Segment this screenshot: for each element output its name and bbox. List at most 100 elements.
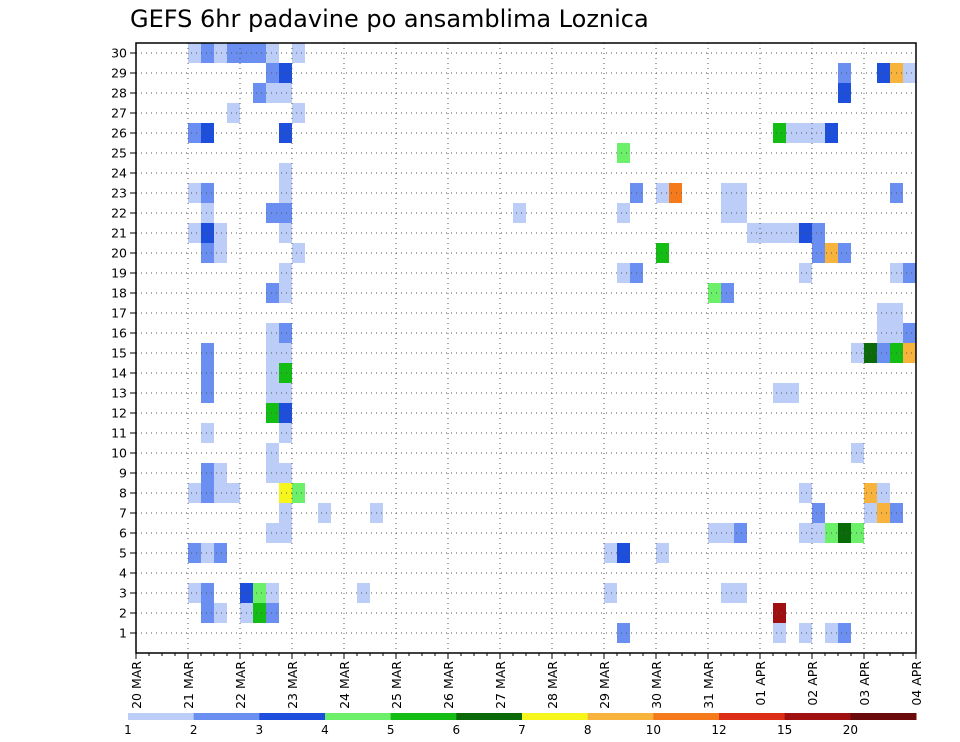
y-tick-label: 16 [111,326,127,341]
colorbar-swatch [193,713,260,720]
precip-cell [851,523,864,543]
precip-cell [279,483,292,503]
precip-cell [903,63,916,83]
precip-cell [266,363,279,383]
colorbar-swatch [456,713,523,720]
precip-cell [838,63,851,83]
colorbar-label: 1 [124,723,132,737]
precip-cell [734,183,747,203]
y-tick-label: 26 [111,126,127,141]
precip-cell [617,543,630,563]
precip-cell [734,583,747,603]
precip-cell [279,363,292,383]
precip-cell [617,203,630,223]
precip-cell [188,583,201,603]
precip-cell [604,583,617,603]
precip-cell [292,243,305,263]
precip-cell [721,523,734,543]
precip-cell [266,523,279,543]
precip-cell [604,543,617,563]
precip-cell [201,603,214,623]
precip-cell [799,123,812,143]
precip-cell [708,283,721,303]
precip-cell [877,343,890,363]
precip-cell [812,523,825,543]
precip-cell [656,243,669,263]
precip-cell [279,423,292,443]
y-tick-label: 17 [111,306,127,321]
y-tick-label: 21 [111,226,127,241]
precip-cell [279,503,292,523]
colorbar-label: 2 [190,723,198,737]
colorbar-swatch [587,713,654,720]
precip-cell [227,43,240,63]
y-tick-label: 9 [119,466,127,481]
precip-cell [877,323,890,343]
grid-layer [136,43,916,653]
precip-cell [279,83,292,103]
colorbar-swatch [784,713,851,720]
y-tick-label: 13 [111,386,127,401]
precip-cell [721,203,734,223]
precip-cell [279,283,292,303]
precip-cell [188,183,201,203]
precip-cell [201,383,214,403]
x-tick-label: 26 MAR [441,661,456,709]
precip-cell [799,523,812,543]
precip-cell [812,503,825,523]
precip-cell [851,443,864,463]
x-tick-label: 24 MAR [337,661,352,709]
precip-cell [734,203,747,223]
colorbar-label: 4 [321,723,329,737]
precip-cell [201,363,214,383]
y-tick-label: 11 [111,426,127,441]
precip-cell [214,543,227,563]
y-tick-label: 7 [119,506,127,521]
precip-cell [734,523,747,543]
precip-cell [253,83,266,103]
x-tick-label: 21 MAR [181,661,196,709]
precip-cell [266,583,279,603]
precip-cell [253,43,266,63]
precip-cell [786,123,799,143]
y-tick-label: 4 [119,566,127,581]
x-tick-label: 22 MAR [233,661,248,709]
precip-cell [266,383,279,403]
y-tick-label: 6 [119,526,127,541]
precip-cell [812,123,825,143]
x-tick-label: 20 MAR [129,661,144,709]
precip-cell [266,323,279,343]
y-tick-label: 15 [111,346,127,361]
precip-cell [838,623,851,643]
precip-cell [214,463,227,483]
precip-cell [656,543,669,563]
x-tick-label: 04 APR [909,661,924,706]
precip-cell [266,203,279,223]
precip-cell [877,483,890,503]
precip-cell [201,243,214,263]
precip-cell [253,583,266,603]
precip-cell [799,223,812,243]
x-tick-label: 25 MAR [389,661,404,709]
y-tick-label: 27 [111,106,127,121]
precip-cell [838,523,851,543]
y-tick-label: 18 [111,286,127,301]
precip-cell [279,123,292,143]
y-tick-label: 3 [119,586,127,601]
y-tick-label: 8 [119,486,127,501]
x-tick-label: 29 MAR [597,661,612,709]
precip-cell [201,583,214,603]
y-tick-label: 10 [111,446,127,461]
precip-cell [877,303,890,323]
colorbar-label: 7 [518,723,526,737]
precip-cell [266,403,279,423]
precip-cell [851,343,864,363]
colorbar-swatch [325,713,392,720]
precip-cell [838,83,851,103]
x-tick-label: 03 APR [857,661,872,706]
precip-cell [747,223,760,243]
precip-cell [838,243,851,263]
precip-cell [617,623,630,643]
precip-cell [773,603,786,623]
